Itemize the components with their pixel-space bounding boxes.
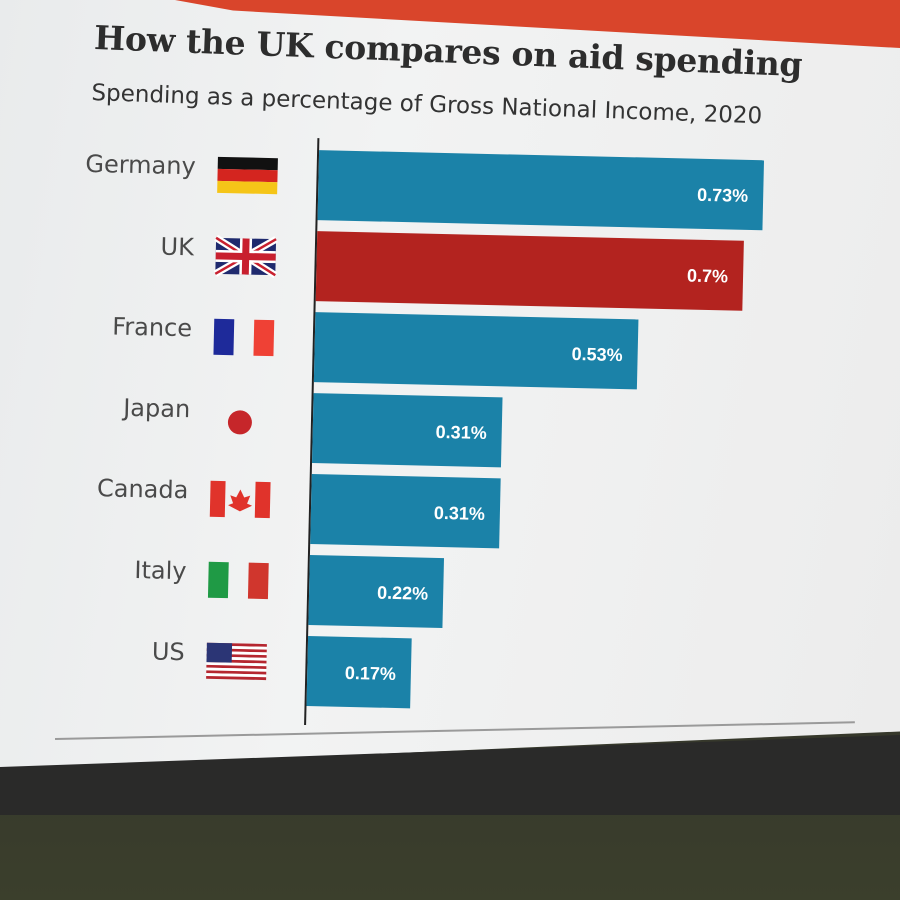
y-axis-line (304, 138, 320, 725)
category-label-italy: Italy (134, 556, 187, 585)
value-label-italy: 0.22% (377, 583, 428, 604)
value-label-germany: 0.73% (697, 185, 748, 206)
italy-flag-icon (207, 561, 269, 600)
value-label-uk: 0.7% (687, 266, 728, 287)
bar-italy (308, 555, 445, 629)
value-label-france: 0.53% (571, 344, 622, 365)
bar-canada (310, 474, 501, 549)
us-flag-icon (206, 642, 267, 681)
bar-uk (315, 231, 744, 311)
france-flag-icon (213, 318, 275, 357)
category-label-uk: UK (160, 233, 195, 262)
value-label-us: 0.17% (345, 663, 396, 684)
bar-japan (312, 393, 503, 468)
bar-germany (317, 150, 765, 231)
germany-flag-icon (217, 156, 278, 195)
canada-flag-icon (209, 480, 271, 519)
bar-us (306, 636, 412, 709)
bar-france (313, 312, 639, 390)
value-label-canada: 0.31% (434, 503, 485, 524)
category-label-france: France (112, 312, 192, 342)
category-label-us: US (152, 637, 185, 666)
japan-flag-icon (227, 410, 252, 435)
category-label-germany: Germany (85, 150, 196, 180)
value-label-japan: 0.31% (435, 422, 486, 443)
category-label-canada: Canada (97, 474, 189, 504)
uk-flag-icon (213, 234, 278, 279)
category-label-japan: Japan (121, 394, 191, 424)
